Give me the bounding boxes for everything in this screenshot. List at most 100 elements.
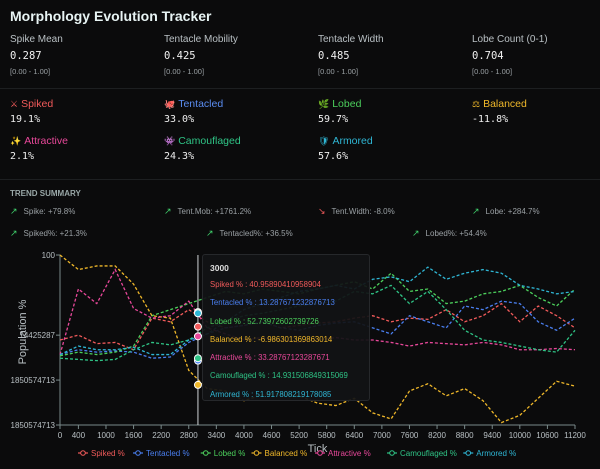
armored-icon: 🛡 [318,136,330,146]
morph-camouflaged: 👾 Camouflaged 24.3% [164,135,318,162]
x-tick-label: 400 [72,431,86,440]
trend-down-icon: ↘ [318,206,326,216]
trend-up-icon: ↗ [206,228,214,238]
morph-label-text: Balanced [483,98,527,110]
divider [0,88,600,89]
legend-marker [80,450,86,456]
metric-range: [0.00 - 1.00] [318,67,359,76]
tooltip-row: Armored % : 51.917808219178085 [210,389,332,399]
balanced-icon: ⚖ [472,99,481,109]
x-tick-label: 2800 [180,431,198,440]
legend-marker [465,450,472,456]
trend-item: ↗ Tent.Mob: +1761.2% [164,206,251,217]
tooltip-row: Lobed % : 52.73972602739726 [210,316,319,326]
lobed-icon: 🌿 [318,99,330,109]
morph-label: ⚖ Balanced [472,98,600,110]
legend-item: Balanced % [265,449,308,458]
x-tick-label: 8800 [456,431,474,440]
x-tick-label: 5800 [318,431,336,440]
metric-value: 0.287 [10,50,42,62]
x-tick-label: 8200 [428,431,446,440]
spiked-icon: ⚔ [10,99,19,109]
legend-item: Attractive % [328,449,371,458]
morph-label: 🌿 Lobed [318,98,472,110]
tooltip-row: Camouflaged % : 14.931506849315069 [210,371,348,381]
x-tick-label: 4000 [235,431,253,440]
trend-item: ↗ Tentacled%: +36.5% [206,228,293,239]
morph-label-text: Armored [332,135,373,147]
x-tick-label: 10600 [536,431,559,440]
morph-label-text: Lobed [332,98,362,110]
morph-label-text: Spiked [21,98,54,110]
series-line-tentacled- [59,300,576,359]
x-tick-label: 7600 [401,431,419,440]
morph-value: 57.6% [318,151,349,162]
y-tick-label: 1850574713 [11,376,56,385]
metric-tentacle-mobility: Tentacle Mobility 0.425 [0.00 - 1.00] [164,34,318,76]
trend-item: ↗ Spiked%: +21.3% [10,228,87,239]
camouflaged-icon: 👾 [164,136,176,146]
morph-label: 👾 Camouflaged [164,135,318,147]
morph-value: 19.1% [10,114,41,125]
morph-grid: ⚔ Spiked 19.1% 🐙 Tentacled 33.0% 🌿 Lobed 59.7% ⚖ B… [10,98,600,162]
y-tick-label: 100 [42,251,56,260]
trend-text: Lobe: +284.7% [485,207,540,216]
metric-range: [0.00 - 1.00] [164,67,205,76]
x-tick-label: 11200 [564,431,586,440]
trend-up-icon: ↗ [164,206,172,216]
x-tick-label: 1600 [125,431,143,440]
hover-point [193,332,202,341]
x-tick-label: 0 [58,431,63,440]
tooltip-row: Spiked % : 40.95890410958904 [210,280,321,289]
metric-range: [0.00 - 1.00] [472,67,513,76]
morph-value: 24.3% [164,151,195,162]
divider [0,179,600,180]
metric-label: Lobe Count (0-1) [472,34,548,45]
x-tick-label: 10000 [509,431,532,440]
x-tick-label: 4600 [263,431,281,440]
morph-label-text: Attractive [24,135,68,147]
legend-item: Armored % [476,449,516,458]
legend-marker [253,450,260,456]
tooltip-row: Attractive % : 33.28767123287671 [210,353,330,363]
legend-item: Spiked % [91,449,125,458]
hover-point [193,380,202,389]
series-line-camouflaged- [59,284,576,362]
trend-up-icon: ↗ [412,228,420,238]
tooltip-row: Balanced % : -6.986301369863014 [210,334,333,344]
trend-text: Spiked%: +21.3% [23,229,87,238]
metric-range: [0.00 - 1.00] [10,67,51,76]
morph-label-text: Camouflaged [178,135,241,147]
hover-point [193,354,202,363]
legend-marker [317,450,323,456]
morph-tentacled: 🐙 Tentacled 33.0% [164,98,318,125]
trend-text: Lobed%: +54.4% [425,229,487,238]
y-tick-label: 1850574713 [11,421,56,430]
series-line-balanced- [59,254,576,424]
trend-up-icon: ↗ [472,206,480,216]
x-tick-label: 3400 [207,431,225,440]
y-tick-label: 14425287 [19,331,55,340]
legend-marker [389,450,395,456]
morph-value: 59.7% [318,114,349,125]
trend-item: ↗ Lobe: +284.7% [472,206,540,217]
morph-label: 🛡 Armored [318,135,472,147]
legend-item: Tentacled % [146,449,190,458]
legend-item: Lobed % [214,449,246,458]
y-axis-label: Population % [17,299,29,364]
trend-item: ↘ Tent.Width: -8.0% [318,206,395,217]
x-tick-label: 7000 [373,431,391,440]
x-tick-label: 6400 [345,431,363,440]
attractive-icon: ✨ [10,136,22,146]
hover-point [193,322,202,331]
trend-item: ↗ Lobed%: +54.4% [412,228,487,239]
metric-value: 0.704 [472,50,504,62]
x-axis-label: Tick [308,443,328,455]
chart-tooltip: 3000 Spiked % : 40.95890410958904 Tentacl… [202,254,370,401]
trend-text: Tent.Width: -8.0% [331,207,395,216]
metric-label: Tentacle Width [318,34,384,45]
tentacled-icon: 🐙 [164,99,176,109]
morph-value: -11.8% [472,114,509,125]
trend-text: Spike: +79.8% [23,207,76,216]
trend-up-icon: ↗ [10,228,18,238]
